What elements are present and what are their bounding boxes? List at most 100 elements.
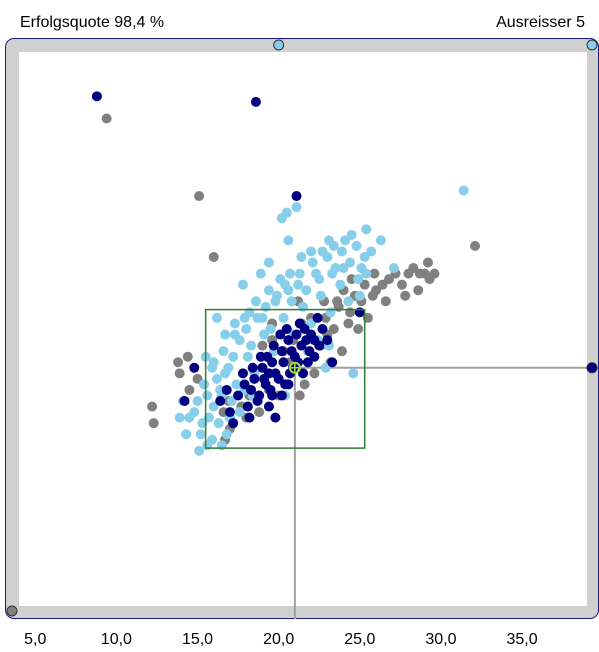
data-point: [291, 191, 302, 202]
data-point: [194, 191, 205, 202]
data-point: [211, 312, 222, 323]
data-point: [233, 390, 244, 401]
data-point: [265, 384, 276, 395]
data-point: [213, 418, 224, 429]
x-tick-label: 25,0: [344, 631, 375, 648]
data-point: [199, 379, 210, 390]
data-point: [413, 285, 424, 296]
data-point: [255, 351, 266, 362]
data-point: [285, 268, 296, 279]
data-point: [208, 251, 219, 262]
data-point: [257, 312, 268, 323]
data-point: [229, 318, 240, 329]
data-point: [327, 268, 338, 279]
data-point: [265, 324, 276, 334]
data-point: [354, 290, 365, 301]
data-point: [254, 390, 265, 401]
data-point: [429, 268, 440, 279]
data-point: [286, 296, 297, 307]
data-point: [91, 91, 102, 102]
data-point: [194, 445, 205, 456]
data-point: [223, 362, 234, 373]
target-box[interactable]: [204, 308, 366, 449]
crosshair: [293, 366, 592, 619]
data-point: [202, 390, 213, 401]
data-point: [257, 362, 268, 373]
data-point: [299, 379, 310, 390]
data-point: [304, 346, 315, 357]
x-tick-label: 20,0: [263, 631, 294, 648]
data-point: [359, 251, 370, 262]
data-point: [338, 263, 349, 274]
data-point: [268, 340, 279, 351]
data-point: [226, 396, 237, 407]
data-point: [306, 246, 317, 257]
data-point: [343, 296, 354, 307]
data-point: [375, 235, 386, 246]
data-point: [221, 429, 232, 440]
data-point: [147, 401, 158, 412]
data-point: [296, 340, 307, 351]
edge-marker-right[interactable]: [586, 362, 598, 374]
data-point: [184, 384, 195, 395]
data-point: [254, 407, 265, 418]
data-point: [224, 407, 235, 418]
x-tick-label: 35,0: [507, 631, 538, 648]
data-point: [283, 235, 294, 246]
outliers-label: Ausreisser 5: [496, 14, 585, 31]
data-point: [312, 312, 323, 323]
data-point: [208, 401, 219, 412]
data-point: [259, 373, 270, 384]
data-point: [195, 429, 206, 440]
data-point: [340, 235, 351, 246]
data-point: [250, 296, 261, 307]
data-point: [343, 318, 354, 329]
data-point: [275, 329, 286, 340]
x-tick-label: 10,0: [101, 631, 132, 648]
data-point: [278, 312, 289, 323]
edge-markers[interactable]: [6, 39, 598, 617]
data-point: [322, 335, 333, 346]
data-point: [237, 368, 248, 379]
data-point: [336, 246, 347, 257]
data-point: [359, 279, 370, 290]
data-point: [220, 329, 231, 340]
data-point: [179, 396, 190, 407]
data-point: [353, 274, 364, 285]
data-point: [328, 324, 339, 334]
data-point: [328, 240, 339, 251]
data-point: [276, 346, 287, 357]
data-point: [302, 357, 313, 368]
center-marker: [288, 361, 301, 374]
data-point: [348, 368, 359, 379]
data-point: [241, 324, 252, 334]
data-point: [192, 396, 203, 407]
data-point: [294, 390, 305, 401]
data-point: [257, 340, 268, 351]
data-point: [280, 379, 291, 390]
data-point: [301, 285, 312, 296]
data-point: [270, 296, 281, 307]
data-point: [278, 357, 289, 368]
data-point: [356, 263, 367, 274]
data-point: [307, 257, 318, 268]
data-point: [384, 274, 395, 285]
data-point: [422, 257, 433, 268]
data-point: [255, 268, 266, 279]
center-ring: [288, 361, 301, 374]
data-point: [336, 346, 347, 357]
data-point: [346, 229, 357, 240]
data-point: [291, 202, 302, 213]
data-point: [208, 357, 219, 368]
data-point: [221, 384, 232, 395]
edge-marker-bottom-left[interactable]: [6, 605, 18, 617]
data-point: [234, 407, 245, 418]
data-point: [229, 329, 240, 340]
edge-marker-top[interactable]: [273, 39, 285, 51]
edge-marker-top-right[interactable]: [586, 39, 598, 51]
data-point: [332, 296, 343, 307]
data-point: [408, 263, 419, 274]
data-point: [380, 296, 391, 307]
data-point: [189, 407, 200, 418]
